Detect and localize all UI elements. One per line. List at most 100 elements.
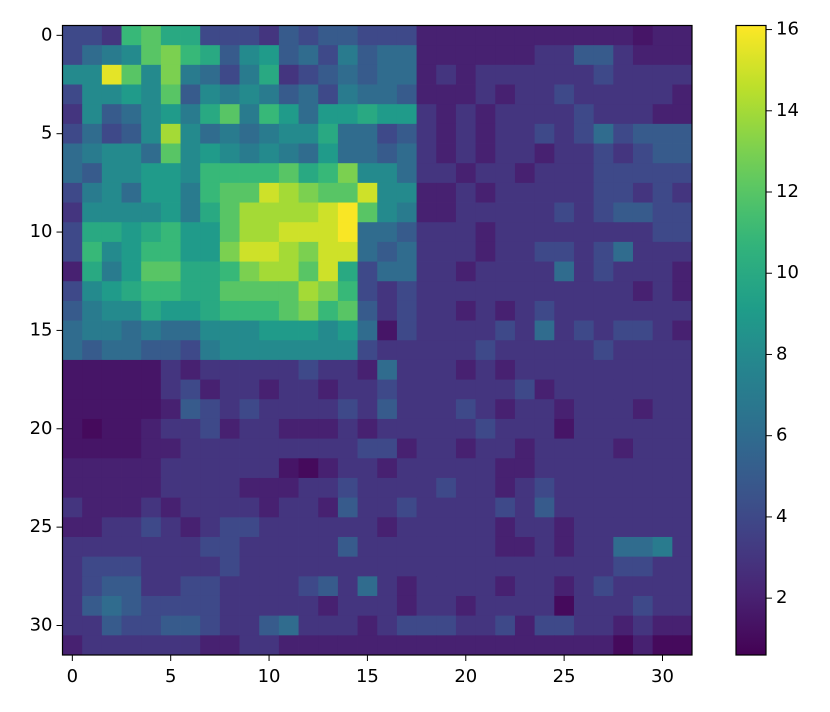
cell — [514, 300, 536, 321]
cell — [337, 458, 358, 479]
cell — [259, 399, 280, 420]
cell — [259, 536, 280, 558]
cell — [436, 477, 457, 499]
cell — [613, 84, 634, 105]
cell — [455, 497, 477, 518]
cell — [396, 320, 417, 341]
cell — [62, 379, 83, 400]
cell — [672, 281, 693, 302]
cell — [436, 399, 457, 420]
cell — [141, 595, 162, 617]
cell — [259, 143, 280, 164]
cell — [318, 222, 339, 243]
cell — [121, 359, 142, 380]
cell — [514, 45, 536, 66]
y-tick-label: 25 — [30, 516, 53, 537]
cell — [652, 635, 673, 656]
cell — [160, 556, 181, 577]
cell — [377, 25, 398, 46]
cell — [573, 182, 595, 203]
cell — [632, 300, 654, 321]
cell — [121, 320, 142, 341]
cell — [554, 340, 575, 361]
cell — [337, 438, 358, 459]
cell — [416, 143, 437, 164]
cell — [652, 595, 673, 617]
cell — [357, 517, 378, 538]
cell — [82, 261, 103, 282]
cell — [318, 615, 339, 636]
cell — [396, 438, 417, 459]
cell — [652, 576, 673, 597]
cell — [377, 635, 398, 656]
cell — [475, 143, 496, 164]
cell — [259, 104, 280, 125]
cell — [632, 84, 654, 105]
cell — [495, 25, 516, 46]
cell — [613, 45, 634, 66]
cell — [573, 45, 595, 66]
cell — [82, 182, 103, 203]
cell — [82, 202, 103, 223]
cell — [278, 615, 299, 636]
cell — [436, 536, 457, 558]
cell — [613, 281, 634, 302]
cell — [495, 320, 516, 341]
cell — [278, 163, 299, 184]
cell — [357, 300, 378, 321]
cell — [377, 536, 398, 558]
cell — [337, 182, 358, 203]
cell — [613, 222, 634, 243]
cell — [101, 64, 122, 85]
cell — [593, 340, 614, 361]
cell — [573, 84, 595, 105]
cell — [121, 635, 142, 656]
cell — [101, 281, 122, 302]
cell — [573, 379, 595, 400]
cell — [475, 379, 496, 400]
cell — [632, 556, 654, 577]
cell — [180, 536, 201, 558]
cell — [121, 477, 142, 499]
cell — [337, 281, 358, 302]
cell — [514, 84, 536, 105]
cell — [514, 202, 536, 223]
cell — [554, 241, 575, 262]
cell — [121, 241, 142, 262]
cell — [534, 517, 555, 538]
cell — [573, 222, 595, 243]
cell — [219, 497, 240, 518]
cell — [436, 576, 457, 597]
cell — [219, 517, 240, 538]
cell — [278, 143, 299, 164]
cell — [672, 615, 693, 636]
cell — [593, 576, 614, 597]
cell — [357, 25, 378, 46]
cell — [141, 123, 162, 144]
cell — [495, 517, 516, 538]
cell — [514, 163, 536, 184]
cell — [495, 340, 516, 361]
y-tick-label: 20 — [30, 418, 53, 439]
cell — [160, 536, 181, 558]
cell — [377, 182, 398, 203]
cell — [632, 163, 654, 184]
cell — [554, 261, 575, 282]
cell — [377, 143, 398, 164]
cell — [160, 379, 181, 400]
cell — [62, 202, 83, 223]
cell — [160, 241, 181, 262]
cell — [396, 595, 417, 617]
cell — [514, 615, 536, 636]
cell — [200, 576, 221, 597]
cell — [436, 615, 457, 636]
cell — [554, 458, 575, 479]
cell — [180, 340, 201, 361]
cell — [141, 497, 162, 518]
cell — [455, 163, 477, 184]
plot-frame — [61, 24, 693, 656]
cell — [416, 261, 437, 282]
cell — [298, 497, 319, 518]
cell — [593, 84, 614, 105]
cell — [593, 300, 614, 321]
